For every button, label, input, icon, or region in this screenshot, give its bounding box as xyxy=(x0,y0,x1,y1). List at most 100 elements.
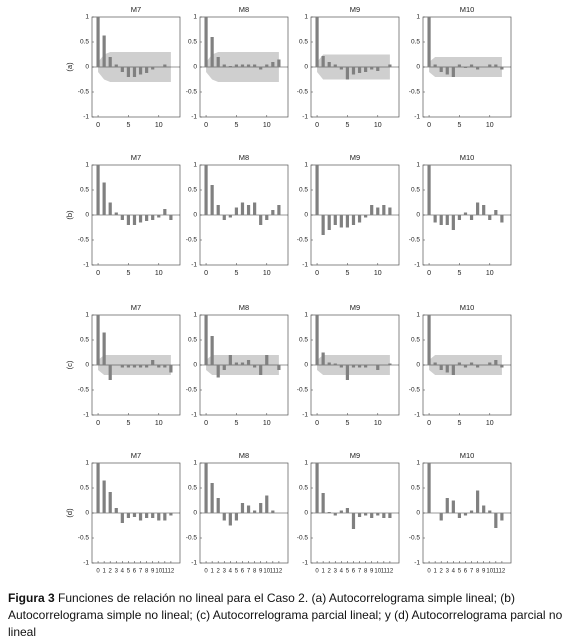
x-tick-label: 11 xyxy=(162,569,169,575)
bar xyxy=(96,17,100,67)
bar xyxy=(357,365,362,368)
bar xyxy=(482,505,486,513)
bar xyxy=(120,365,124,368)
bar xyxy=(169,215,173,220)
bar xyxy=(463,67,468,68)
y-tick-label: 1 xyxy=(416,162,420,169)
x-tick-label: 0 xyxy=(204,270,208,277)
bar xyxy=(204,315,208,365)
bar xyxy=(357,513,362,517)
x-tick-label: 0 xyxy=(96,122,100,129)
bar xyxy=(451,365,455,375)
x-tick-label: 7 xyxy=(470,569,474,575)
y-tick-label: 0.5 xyxy=(411,39,420,46)
x-tick-label: 3 xyxy=(446,569,450,575)
bar xyxy=(333,363,337,365)
bar xyxy=(102,480,106,513)
x-tick-label: 9 xyxy=(370,569,374,575)
bar xyxy=(163,64,167,67)
bar xyxy=(96,165,100,215)
x-tick-label: 10 xyxy=(374,420,382,427)
x-tick-label: 5 xyxy=(457,270,461,277)
bar xyxy=(138,365,143,368)
bar xyxy=(240,503,245,513)
x-tick-label: 10 xyxy=(374,569,381,575)
x-tick-label: 0 xyxy=(315,420,319,427)
y-tick-label: 0 xyxy=(193,64,197,71)
bar xyxy=(210,37,214,67)
y-tick-label: -1 xyxy=(191,114,197,121)
y-tick-label: -0.5 xyxy=(297,535,309,542)
x-tick-label: 5 xyxy=(346,569,350,575)
y-tick-label: -1 xyxy=(302,560,308,567)
bar xyxy=(169,513,173,516)
y-tick-label: 1 xyxy=(85,460,89,467)
bar xyxy=(339,67,343,70)
bar xyxy=(210,185,214,215)
bar xyxy=(382,513,386,518)
bar xyxy=(163,513,167,521)
chart-title: M8 xyxy=(239,451,249,460)
bar xyxy=(222,513,226,521)
bar xyxy=(265,495,269,513)
bar xyxy=(463,212,468,215)
bar xyxy=(204,165,208,215)
bar xyxy=(439,365,443,370)
bar xyxy=(234,64,239,67)
x-tick-label: 5 xyxy=(235,569,239,575)
x-tick-label: 4 xyxy=(229,569,233,575)
bar xyxy=(457,513,462,518)
bar xyxy=(126,215,131,225)
bar xyxy=(451,500,455,513)
bar xyxy=(388,513,392,518)
bar xyxy=(476,365,480,368)
x-tick-label: 0 xyxy=(427,420,431,427)
bar xyxy=(345,365,350,380)
bar xyxy=(157,513,161,521)
bar xyxy=(253,202,257,215)
bar xyxy=(132,215,137,225)
y-tick-label: -1 xyxy=(302,262,308,269)
bar xyxy=(259,503,263,513)
bar xyxy=(327,512,331,513)
x-tick-label: 3 xyxy=(223,569,227,575)
chart-title: M7 xyxy=(131,5,141,14)
bar xyxy=(222,365,226,370)
bar xyxy=(351,67,356,75)
bar xyxy=(271,510,275,513)
bar xyxy=(427,17,431,67)
bar xyxy=(451,215,455,230)
bar xyxy=(500,513,504,521)
y-tick-label: -1 xyxy=(414,412,420,419)
bar xyxy=(500,365,504,368)
bar xyxy=(388,363,392,365)
x-tick-label: 6 xyxy=(241,569,245,575)
x-tick-label: 4 xyxy=(121,569,125,575)
bar xyxy=(265,355,269,365)
y-tick-label: -0.5 xyxy=(409,237,421,244)
bar xyxy=(433,362,437,365)
y-tick-label: -0.5 xyxy=(186,387,198,394)
bar xyxy=(240,362,245,365)
chart-title: M8 xyxy=(239,153,249,162)
x-tick-label: 0 xyxy=(427,122,431,129)
y-tick-label: 0 xyxy=(193,212,197,219)
bar xyxy=(246,505,251,513)
y-tick-label: 0.5 xyxy=(188,337,197,344)
x-tick-label: 11 xyxy=(381,569,388,575)
bar xyxy=(210,336,214,365)
bar xyxy=(364,215,368,218)
y-tick-label: -1 xyxy=(302,412,308,419)
x-tick-label: 0 xyxy=(315,122,319,129)
chart-title: M9 xyxy=(350,303,360,312)
y-tick-label: -1 xyxy=(414,114,420,121)
y-tick-label: 0.5 xyxy=(80,485,89,492)
bar xyxy=(321,215,325,235)
x-tick-label: 5 xyxy=(457,420,461,427)
x-tick-label: 10 xyxy=(374,122,382,129)
bar xyxy=(222,64,226,67)
y-tick-label: 1 xyxy=(193,460,197,467)
x-tick-label: 2 xyxy=(328,569,332,575)
bar xyxy=(265,64,269,67)
